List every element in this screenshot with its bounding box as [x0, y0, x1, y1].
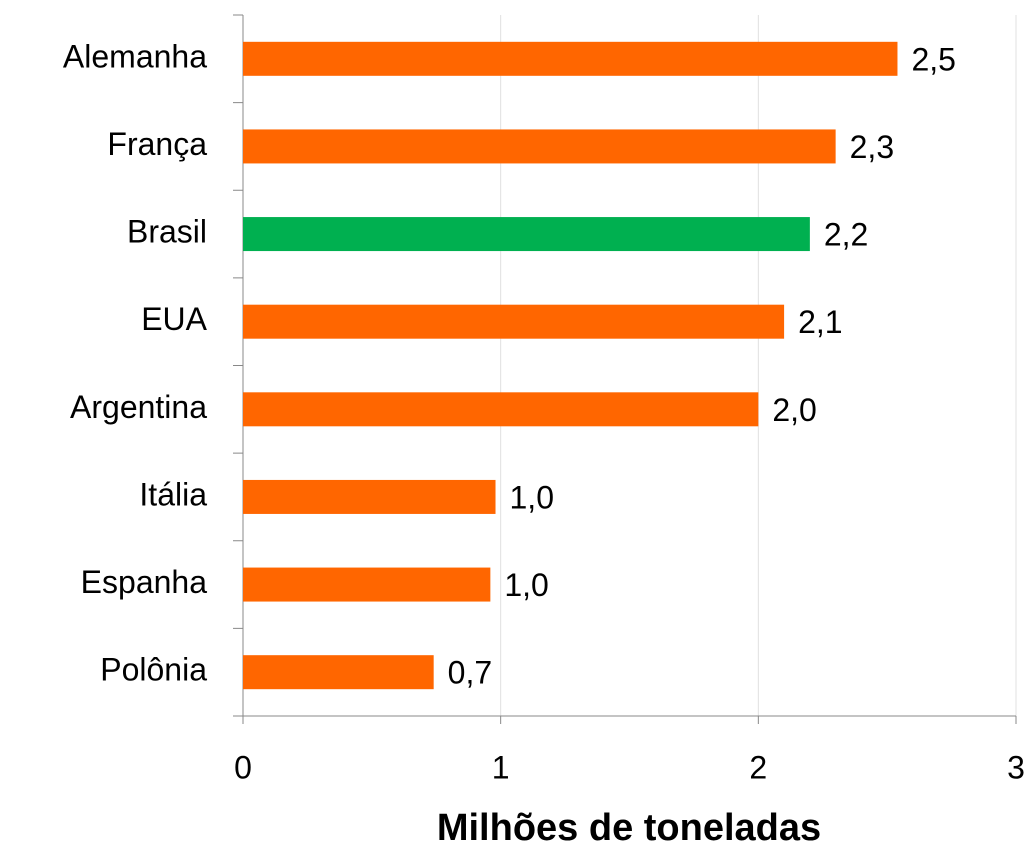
- value-label: 2,2: [824, 217, 868, 253]
- x-tick-label: 3: [1007, 749, 1025, 785]
- value-label: 1,0: [504, 567, 548, 603]
- value-label: 0,7: [448, 655, 492, 691]
- y-tick-label: Itália: [139, 476, 207, 512]
- value-label: 1,0: [510, 479, 554, 515]
- value-label: 2,1: [798, 304, 842, 340]
- x-tick-label: 1: [492, 749, 510, 785]
- bar: [243, 129, 836, 164]
- bar: [243, 479, 496, 514]
- bar: [243, 567, 491, 602]
- y-tick-label: Brasil: [127, 214, 207, 250]
- y-tick-label: Alemanha: [63, 38, 207, 74]
- x-axis-title: Milhões de toneladas: [437, 807, 821, 845]
- bar: [243, 392, 759, 427]
- y-tick-label: Polônia: [100, 652, 207, 688]
- value-label: 2,3: [850, 129, 894, 165]
- bar: [243, 41, 898, 76]
- bar: [243, 217, 810, 252]
- y-tick-label: Espanha: [81, 564, 208, 600]
- x-tick-label: 2: [749, 749, 767, 785]
- bar: [243, 655, 434, 690]
- y-tick-label: França: [107, 126, 207, 162]
- value-label: 2,0: [772, 392, 816, 428]
- y-tick-label: Argentina: [70, 389, 207, 425]
- y-tick-label: EUA: [141, 301, 207, 337]
- x-tick-label: 0: [234, 749, 252, 785]
- bar: [243, 304, 785, 339]
- value-label: 2,5: [911, 41, 955, 77]
